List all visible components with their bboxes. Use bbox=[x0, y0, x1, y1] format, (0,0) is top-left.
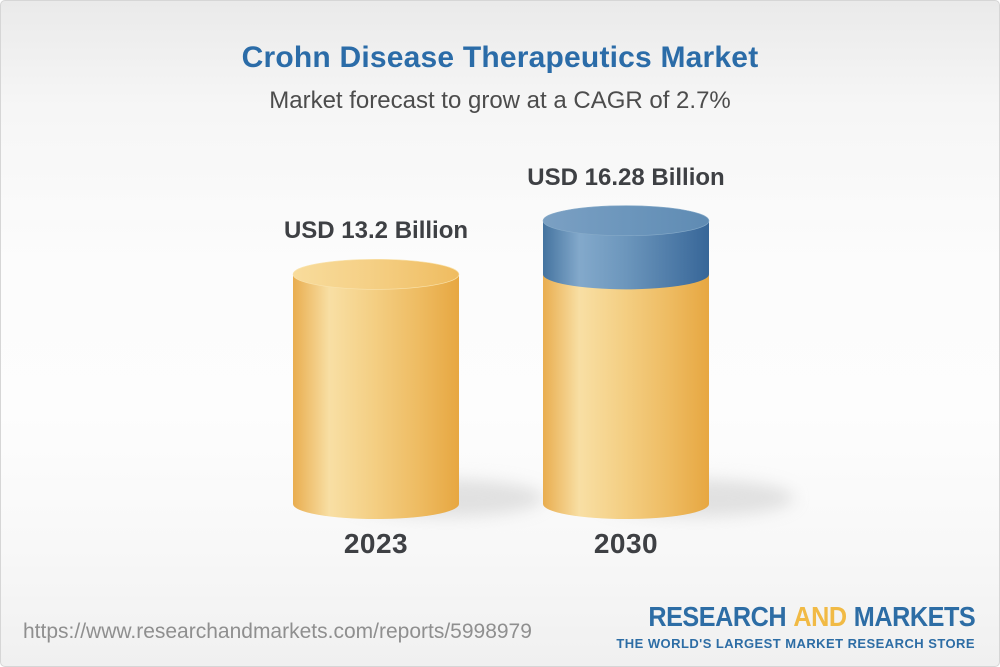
category-label-2030: 2030 bbox=[593, 528, 659, 559]
logo-wordmark: RESEARCH AND MARKETS bbox=[648, 603, 975, 631]
page-subtitle: Market forecast to grow at a CAGR of 2.7… bbox=[269, 87, 731, 114]
logo-word-and: AND bbox=[793, 601, 847, 632]
page-title: Crohn Disease Therapeutics Market bbox=[241, 41, 759, 74]
logo-word-research: RESEARCH bbox=[648, 601, 786, 632]
value-label-2023: USD 13.2 Billion bbox=[283, 217, 469, 244]
category-label-2023: 2023 bbox=[343, 528, 409, 559]
logo-word-markets: MARKETS bbox=[853, 601, 976, 632]
logo-tagline: THE WORLD'S LARGEST MARKET RESEARCH STOR… bbox=[616, 636, 975, 651]
value-label-2030: USD 16.28 Billion bbox=[527, 164, 725, 191]
researchandmarkets-logo: RESEARCH AND MARKETS THE WORLD'S LARGEST… bbox=[612, 603, 975, 652]
report-url-text: https://www.researchandmarkets.com/repor… bbox=[23, 620, 532, 643]
